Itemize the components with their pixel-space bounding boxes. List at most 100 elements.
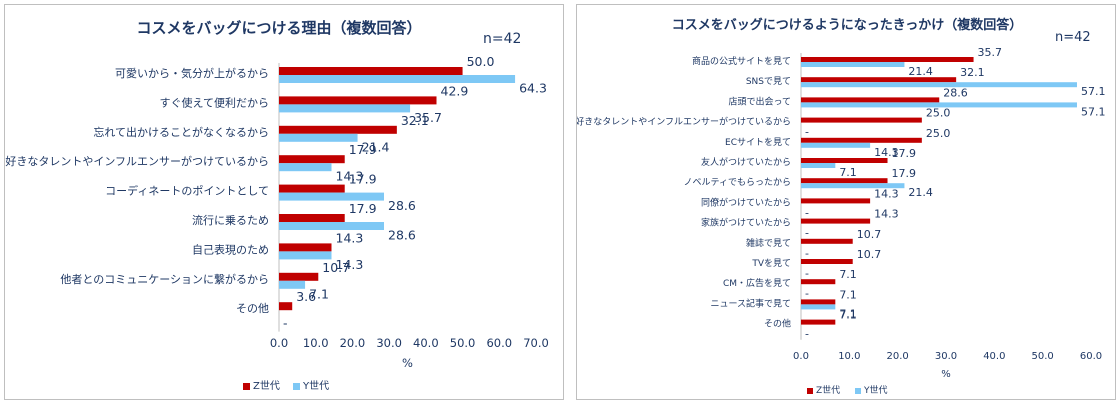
data-label-y: - — [805, 206, 809, 219]
x-tick-label: 10.0 — [303, 336, 329, 350]
bar-z-generation — [801, 259, 853, 264]
legend-swatch-z — [243, 383, 250, 390]
category-label: コーディネートのポイントとして — [105, 184, 269, 198]
data-label-z: 17.9 — [349, 201, 377, 216]
data-label-y: - — [805, 247, 809, 260]
bar-z-generation — [279, 184, 345, 193]
bar-z-generation — [279, 243, 332, 252]
sample-size-label: n=42 — [1055, 30, 1091, 45]
x-tick-label: 60.0 — [1080, 351, 1102, 362]
data-label-y: 64.3 — [519, 81, 547, 96]
bar-y-generation — [279, 163, 332, 172]
legend-label-z: Z世代 — [253, 380, 280, 392]
data-label-y: 14.3 — [874, 146, 899, 159]
data-label-y: 14.3 — [336, 169, 364, 184]
data-label-y: 14.3 — [336, 257, 364, 272]
bar-z-generation — [279, 125, 397, 134]
data-label-z: 25.0 — [926, 107, 951, 120]
bar-y-generation — [279, 280, 306, 289]
category-label: CM・広告を見て — [723, 277, 791, 289]
legend-swatch-z — [807, 388, 813, 394]
legend-label-y: Y世代 — [302, 380, 329, 392]
category-label: 好きなタレントやインフルエンサーがつけているから — [577, 116, 791, 128]
data-label-y: 7.1 — [839, 307, 857, 320]
x-axis-label: % — [402, 356, 413, 370]
data-label-z: 10.7 — [322, 260, 350, 275]
bar-z-generation — [801, 57, 974, 62]
bar-z-generation — [279, 302, 293, 311]
data-label-z: 32.1 — [401, 113, 429, 128]
legend-swatch-y — [293, 383, 300, 390]
chart-title: コスメをバッグにつけるようになったきっかけ（複数回答） — [672, 17, 1022, 33]
bar-y-generation — [801, 82, 1077, 88]
data-label-y: 57.1 — [1081, 85, 1106, 98]
data-label-z: 42.9 — [441, 83, 469, 98]
bar-z-generation — [279, 155, 345, 164]
reasons-chart-svg: コスメをバッグにつける理由（複数回答） n=42 可愛いから・気分が上がるから 50.… — [5, 19, 549, 392]
bar-y-generation — [279, 192, 385, 201]
data-label-z: 17.9 — [892, 167, 917, 180]
data-label-z: 14.3 — [874, 187, 899, 200]
category-label: ECサイトを見て — [725, 137, 791, 148]
bar-z-generation — [801, 158, 888, 163]
category-label: 家族がつけていたから — [701, 217, 791, 229]
data-label-y: - — [283, 316, 288, 331]
bar-z-generation — [801, 319, 836, 325]
data-label-y: 28.6 — [388, 198, 416, 213]
category-label: 好きなタレントやインフルエンサーがつけているから — [5, 154, 269, 168]
category-label: その他 — [236, 302, 269, 315]
bar-z-generation — [801, 238, 853, 244]
bar-y-generation — [279, 251, 332, 260]
data-label-y: 21.4 — [908, 65, 933, 78]
bar-y-generation — [801, 304, 836, 310]
category-label: 自己表現のため — [192, 242, 269, 256]
data-label-y: 28.6 — [388, 228, 416, 243]
bar-z-generation — [279, 96, 437, 105]
bar-z-generation — [801, 178, 888, 184]
category-label: 忘れて出かけることがなくなるから — [93, 125, 269, 139]
data-label-z: 25.0 — [926, 127, 951, 140]
category-label: ニュース記事で見て — [710, 297, 791, 309]
category-label: ノベルティでもらったから — [684, 177, 791, 188]
bar-z-generation — [801, 77, 957, 83]
bar-z-generation — [801, 117, 922, 123]
data-label-y: - — [805, 328, 809, 341]
data-label-z: 3.6 — [296, 289, 316, 304]
data-label-z: 28.6 — [943, 86, 968, 99]
x-tick-label: 40.0 — [983, 351, 1005, 362]
bar-y-generation — [279, 222, 385, 230]
data-label-z: 32.1 — [960, 66, 985, 79]
x-tick-label: 20.0 — [340, 336, 366, 350]
data-label-y: 7.1 — [309, 286, 329, 301]
x-tick-label: 70.0 — [523, 336, 549, 350]
bar-y-generation — [279, 75, 516, 83]
x-axis-label: % — [941, 369, 951, 380]
legend-label-z: Z世代 — [816, 384, 840, 396]
data-label-y: 21.4 — [362, 139, 390, 154]
category-label: 可愛いから・気分が上がるから — [115, 66, 269, 80]
data-label-z: 17.9 — [892, 147, 917, 160]
x-tick-label: 40.0 — [413, 336, 439, 350]
data-label-y: 21.4 — [908, 186, 933, 199]
data-label-z: 17.9 — [349, 172, 377, 187]
bar-y-generation — [801, 62, 905, 67]
bar-y-generation — [801, 142, 871, 148]
bar-z-generation — [279, 272, 319, 281]
data-label-y: - — [805, 287, 809, 300]
category-label: 商品の公式サイトを見て — [692, 55, 791, 67]
data-label-z: 14.3 — [336, 230, 364, 245]
category-label: その他 — [764, 318, 791, 330]
data-label-z: 10.7 — [857, 248, 882, 261]
data-label-z: 7.1 — [839, 309, 857, 322]
data-label-z: 7.1 — [839, 288, 857, 301]
x-tick-label: 50.0 — [1032, 351, 1054, 362]
category-label: 流行に乗るため — [192, 213, 269, 227]
data-label-y: - — [805, 126, 809, 139]
bar-y-generation — [801, 163, 836, 168]
bar-z-generation — [801, 198, 871, 204]
bar-z-generation — [801, 137, 922, 143]
category-label: 雑誌で見て — [746, 237, 791, 249]
x-tick-label: 50.0 — [450, 336, 476, 350]
category-label: 店頭で出会って — [728, 95, 791, 107]
data-label-z: 17.9 — [349, 142, 377, 157]
